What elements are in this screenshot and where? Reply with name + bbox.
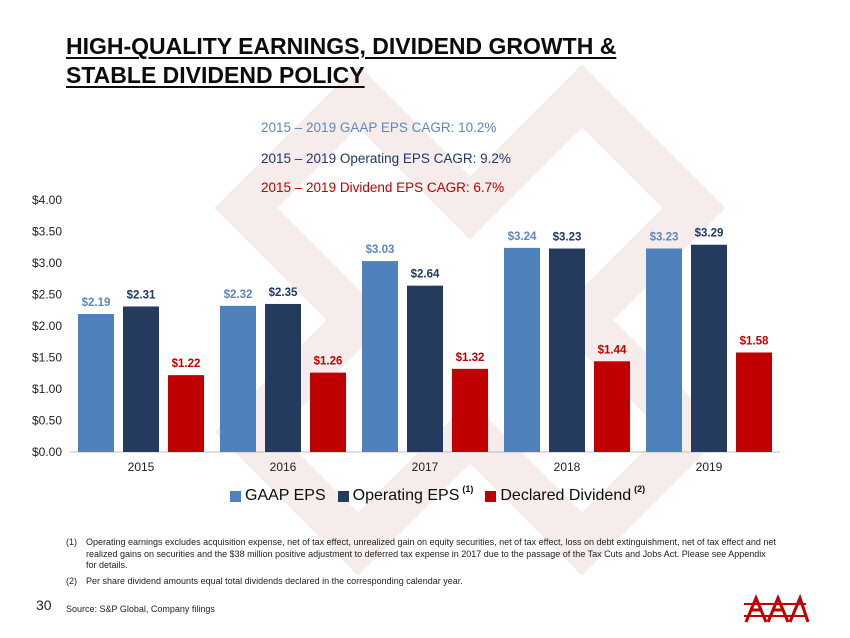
bar-gaap-eps xyxy=(646,248,682,452)
legend-item-operating: Operating EPS (1) xyxy=(337,484,474,505)
bar-operating-eps xyxy=(265,303,301,452)
bar-value-label: $1.58 xyxy=(740,335,769,347)
legend-note-dividend: (2) xyxy=(634,484,646,494)
bar-value-label: $1.32 xyxy=(456,352,485,364)
bar-value-label: $3.03 xyxy=(366,244,395,256)
title-line-2: STABLE DIVIDEND POLICY xyxy=(66,62,365,88)
bar-value-label: $2.31 xyxy=(127,289,156,301)
bar-value-label: $3.29 xyxy=(695,228,724,240)
y-tick-label: $3.00 xyxy=(32,256,62,270)
bar-declared-dividend xyxy=(168,375,204,452)
y-tick-label: $2.50 xyxy=(32,288,62,302)
gaap-eps-cagr: 2015 – 2019 GAAP EPS CAGR: 10.2% xyxy=(261,120,497,135)
x-tick-label: 2019 xyxy=(696,460,723,474)
bar-gaap-eps xyxy=(504,247,540,452)
legend-label-dividend: Declared Dividend xyxy=(500,487,632,504)
bar-gaap-eps xyxy=(220,305,256,452)
y-tick-label: $0.50 xyxy=(32,414,62,428)
source-note: Source: S&P Global, Company filings xyxy=(66,604,215,614)
legend-item-dividend: Declared Dividend (2) xyxy=(485,484,646,505)
company-logo-icon xyxy=(744,593,810,623)
title-line-1: HIGH-QUALITY EARNINGS, DIVIDEND GROWTH & xyxy=(66,33,617,59)
bar-value-label: $2.64 xyxy=(411,269,440,281)
footnote-1: (1) Operating earnings excludes acquisit… xyxy=(66,537,776,572)
bar-value-label: $2.19 xyxy=(82,297,111,309)
legend-label-operating: Operating EPS xyxy=(352,487,460,504)
bar-operating-eps xyxy=(407,285,443,452)
footnote-2-number: (2) xyxy=(66,575,77,586)
bar-gaap-eps xyxy=(78,314,114,452)
y-tick-label: $1.00 xyxy=(32,382,62,396)
bar-value-label: $1.22 xyxy=(172,358,201,370)
y-tick-label: $3.50 xyxy=(32,225,62,239)
bar-value-label: $2.35 xyxy=(269,287,298,299)
bar-declared-dividend xyxy=(594,361,630,452)
legend-swatch-dividend xyxy=(485,490,497,502)
footnote-2-text: Per share dividend amounts equal total d… xyxy=(86,575,463,586)
footnote-1-number: (1) xyxy=(66,537,77,547)
bar-declared-dividend xyxy=(736,352,772,452)
footnote-1-text: Operating earnings excludes acquisition … xyxy=(86,537,776,570)
chart-legend: GAAP EPS Operating EPS (1) Declared Divi… xyxy=(230,484,657,505)
bar-value-label: $2.32 xyxy=(224,289,253,301)
y-tick-label: $1.50 xyxy=(32,351,62,365)
y-tick-label: $0.00 xyxy=(32,445,62,459)
bar-operating-eps xyxy=(691,244,727,452)
dividend-eps-cagr: 2015 – 2019 Dividend EPS CAGR: 6.7% xyxy=(261,180,505,195)
page-title: HIGH-QUALITY EARNINGS, DIVIDEND GROWTH &… xyxy=(66,32,766,90)
legend-swatch-operating xyxy=(337,490,349,502)
y-tick-label: $2.00 xyxy=(32,319,62,333)
bar-operating-eps xyxy=(549,248,585,452)
bar-gaap-eps xyxy=(362,261,398,452)
bar-value-label: $1.44 xyxy=(598,344,627,356)
operating-eps-cagr: 2015 – 2019 Operating EPS CAGR: 9.2% xyxy=(261,151,511,166)
bar-value-label: $3.23 xyxy=(650,232,679,244)
footnotes: (1) Operating earnings excludes acquisit… xyxy=(66,537,776,591)
legend-swatch-gaap xyxy=(230,490,241,502)
x-tick-label: 2018 xyxy=(554,460,581,474)
bar-declared-dividend xyxy=(452,368,488,452)
footnote-2: (2) Per share dividend amounts equal tot… xyxy=(66,576,776,588)
bar-value-label: $1.26 xyxy=(314,356,343,368)
bar-declared-dividend xyxy=(310,372,346,452)
legend-note-operating: (1) xyxy=(462,484,474,494)
legend-item-gaap: GAAP EPS xyxy=(230,487,326,505)
x-tick-label: 2015 xyxy=(128,460,155,474)
page-number: 30 xyxy=(36,597,52,613)
bar-operating-eps xyxy=(123,306,159,452)
legend-label-gaap: GAAP EPS xyxy=(245,487,326,504)
y-tick-label: $4.00 xyxy=(32,193,62,207)
x-tick-label: 2016 xyxy=(270,460,297,474)
bar-value-label: $3.24 xyxy=(508,231,537,243)
x-tick-label: 2017 xyxy=(412,460,439,474)
bar-value-label: $3.23 xyxy=(553,232,582,244)
